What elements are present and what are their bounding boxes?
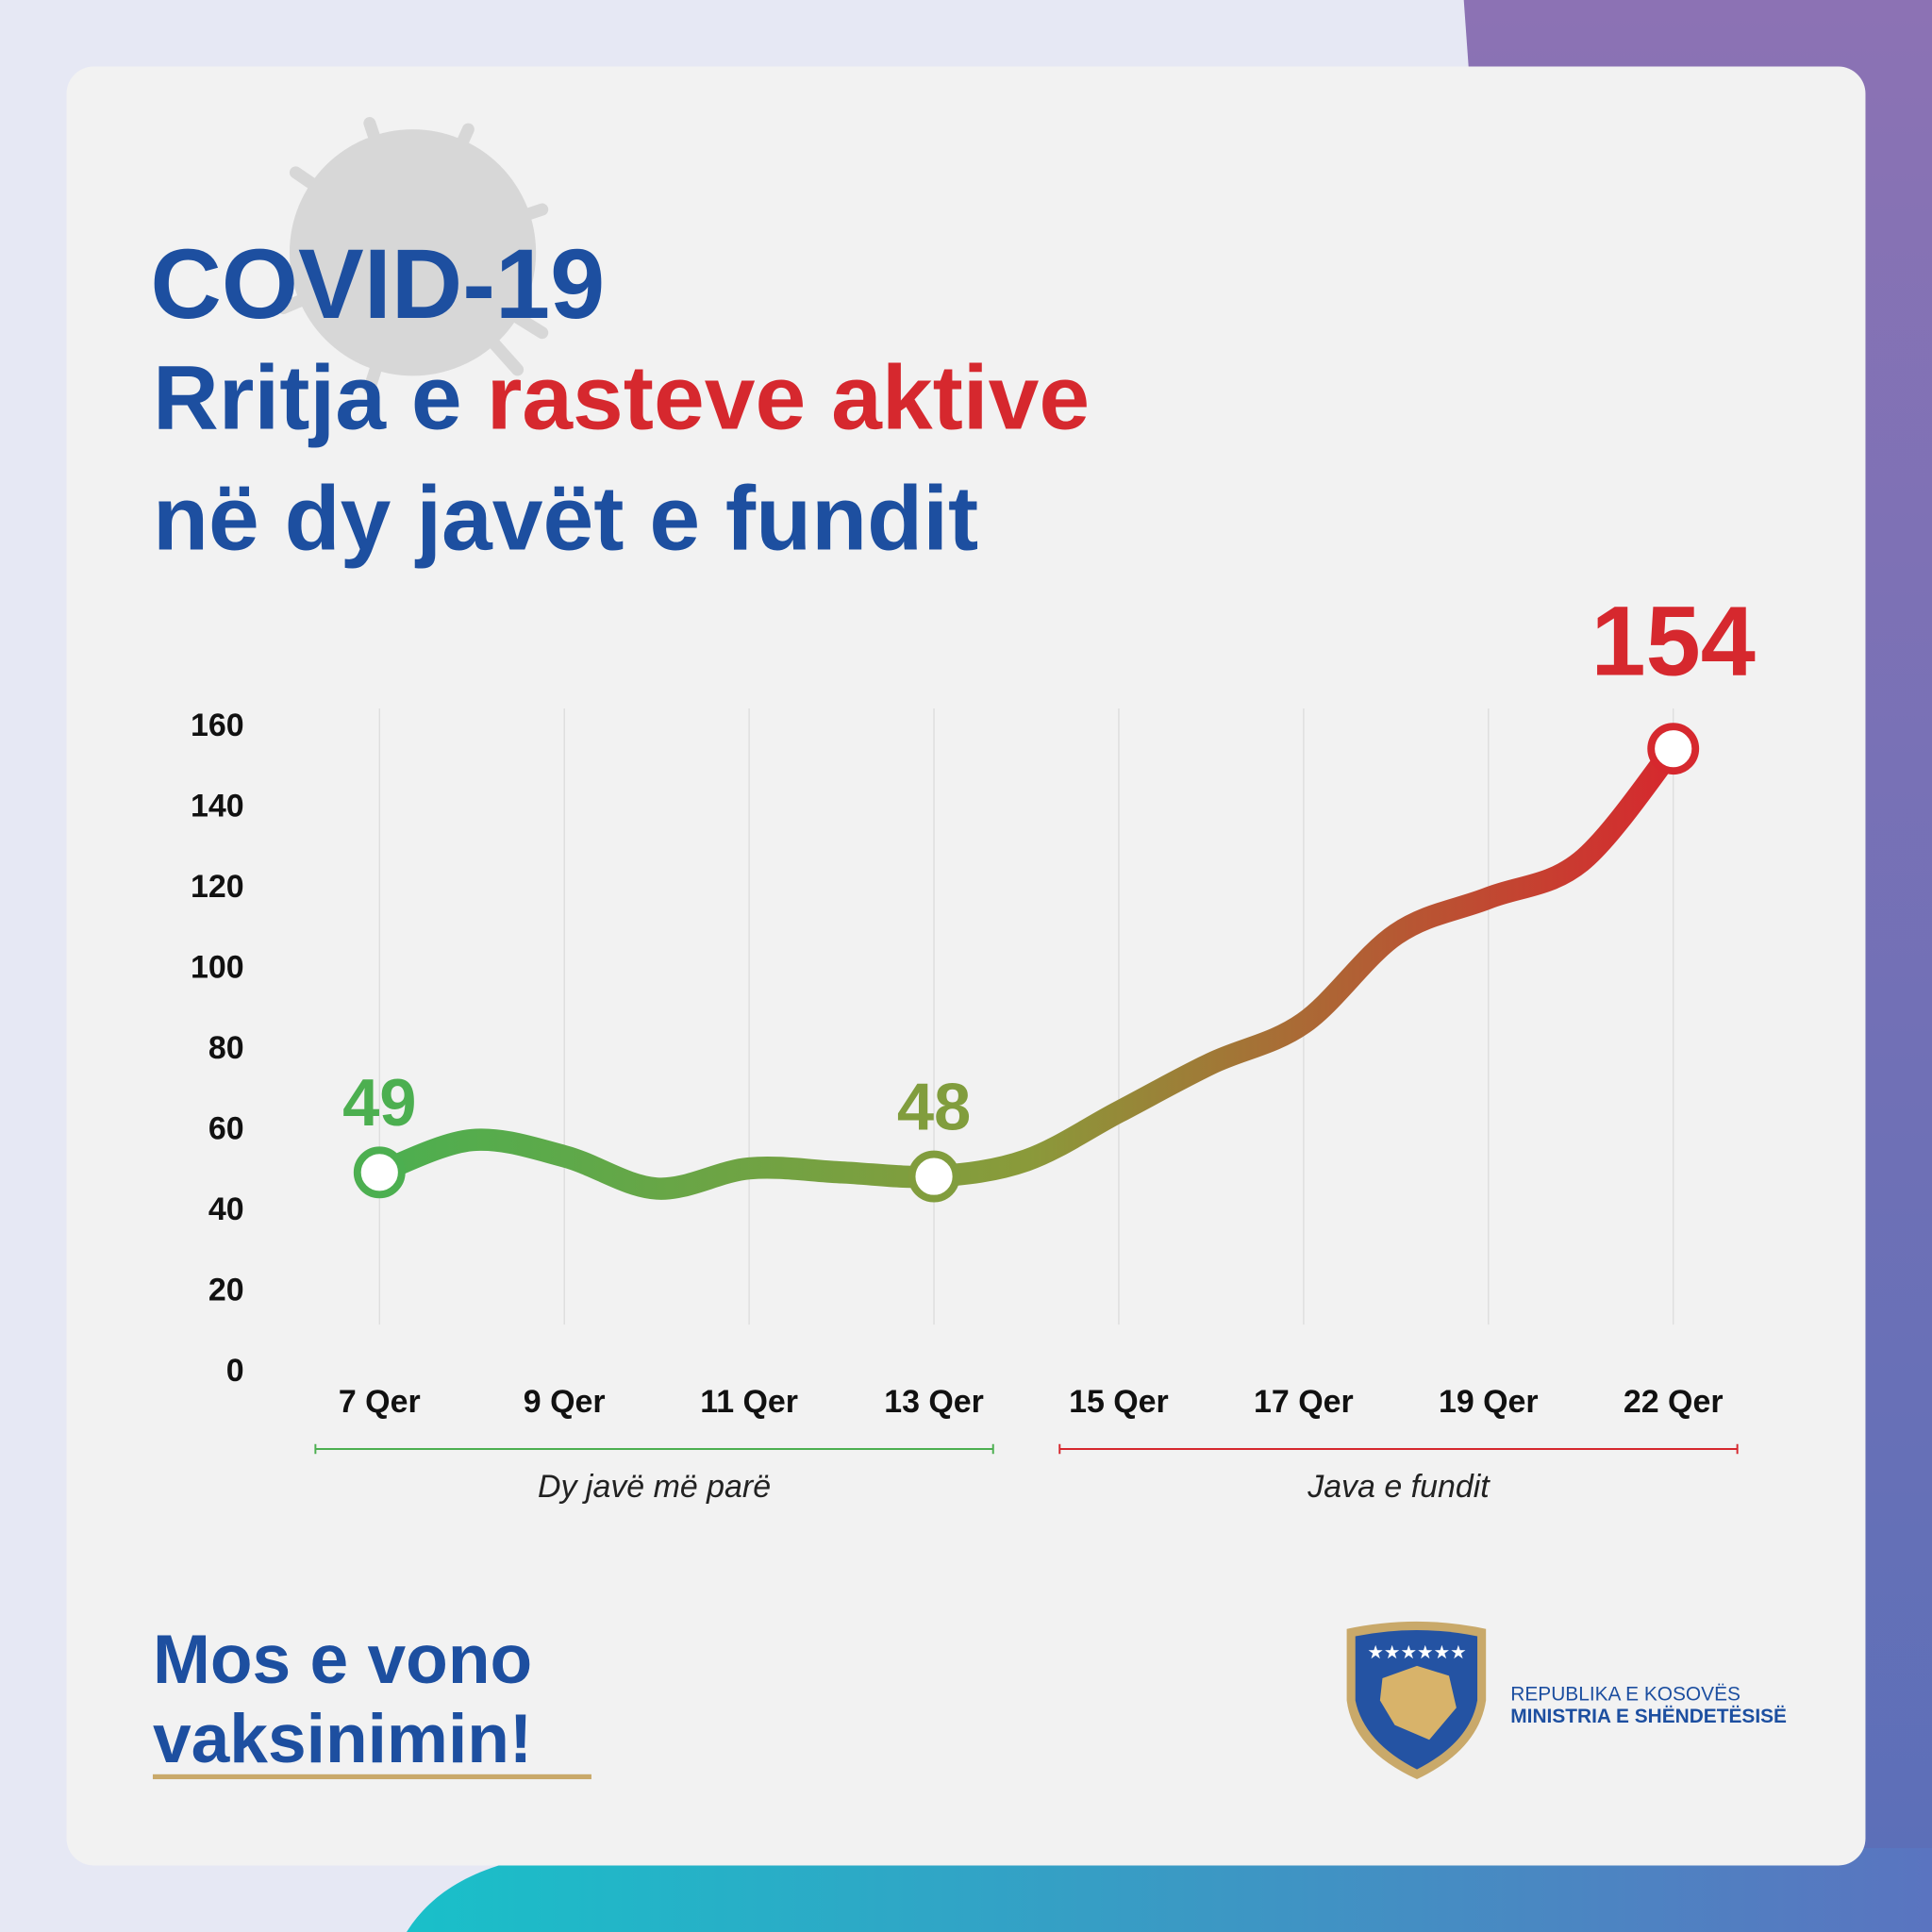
point-marker — [353, 1146, 406, 1199]
line — [368, 737, 1685, 1200]
x-tick-label: 11 Qer — [700, 1384, 798, 1420]
logo-text: REPUBLIKA E KOSOVËS — [1510, 1683, 1740, 1705]
x-tick-label: 13 Qer — [884, 1384, 984, 1420]
x-tick-label: 19 Qer — [1439, 1384, 1539, 1420]
data-label: 154 — [1591, 586, 1756, 696]
card — [66, 66, 1866, 1866]
y-tick-label: 120 — [191, 869, 244, 905]
y-tick-label: 100 — [191, 949, 244, 985]
data-label: 49 — [342, 1065, 416, 1140]
bg-shape — [407, 1848, 1932, 1932]
point-marker — [1647, 723, 1700, 775]
period-label: Dy javë më parë — [538, 1469, 771, 1505]
x-tick-label: 22 Qer — [1624, 1384, 1724, 1420]
logo-text: MINISTRIA E SHËNDETËSISË — [1510, 1706, 1787, 1727]
x-tick-label: 15 Qer — [1069, 1384, 1169, 1420]
stars: ★★★★★★ — [1367, 1642, 1466, 1663]
x-tick-label: 9 Qer — [524, 1384, 606, 1420]
slogan: vaksinimin! — [153, 1701, 532, 1777]
point-marker — [908, 1150, 960, 1203]
subtitle-highlight: rasteve aktive — [487, 348, 1090, 449]
title: COVID-19 — [150, 229, 605, 340]
logo: ★★★★★★ — [1346, 1621, 1487, 1780]
subtitle-part: Rritja e — [153, 348, 462, 449]
underline — [152, 1774, 591, 1780]
period-label: Java e fundit — [1307, 1469, 1491, 1505]
y-tick-label: 0 — [226, 1353, 244, 1389]
x-tick-label: 17 Qer — [1254, 1384, 1354, 1420]
x-tick-label: 7 Qer — [339, 1384, 421, 1420]
y-tick-label: 40 — [208, 1191, 244, 1227]
y-tick-label: 80 — [208, 1030, 244, 1066]
slogan: Mos e vono — [153, 1622, 532, 1698]
subtitle: në dy javët e fundit — [153, 469, 978, 570]
data-label: 48 — [897, 1069, 971, 1143]
y-tick-label: 160 — [191, 708, 244, 743]
subtitle: Rritja e rasteve aktive — [153, 348, 1090, 449]
y-tick-label: 60 — [208, 1111, 244, 1147]
virus-decoration — [276, 117, 549, 394]
y-tick-label: 20 — [208, 1273, 244, 1308]
y-tick-label: 140 — [191, 788, 244, 824]
